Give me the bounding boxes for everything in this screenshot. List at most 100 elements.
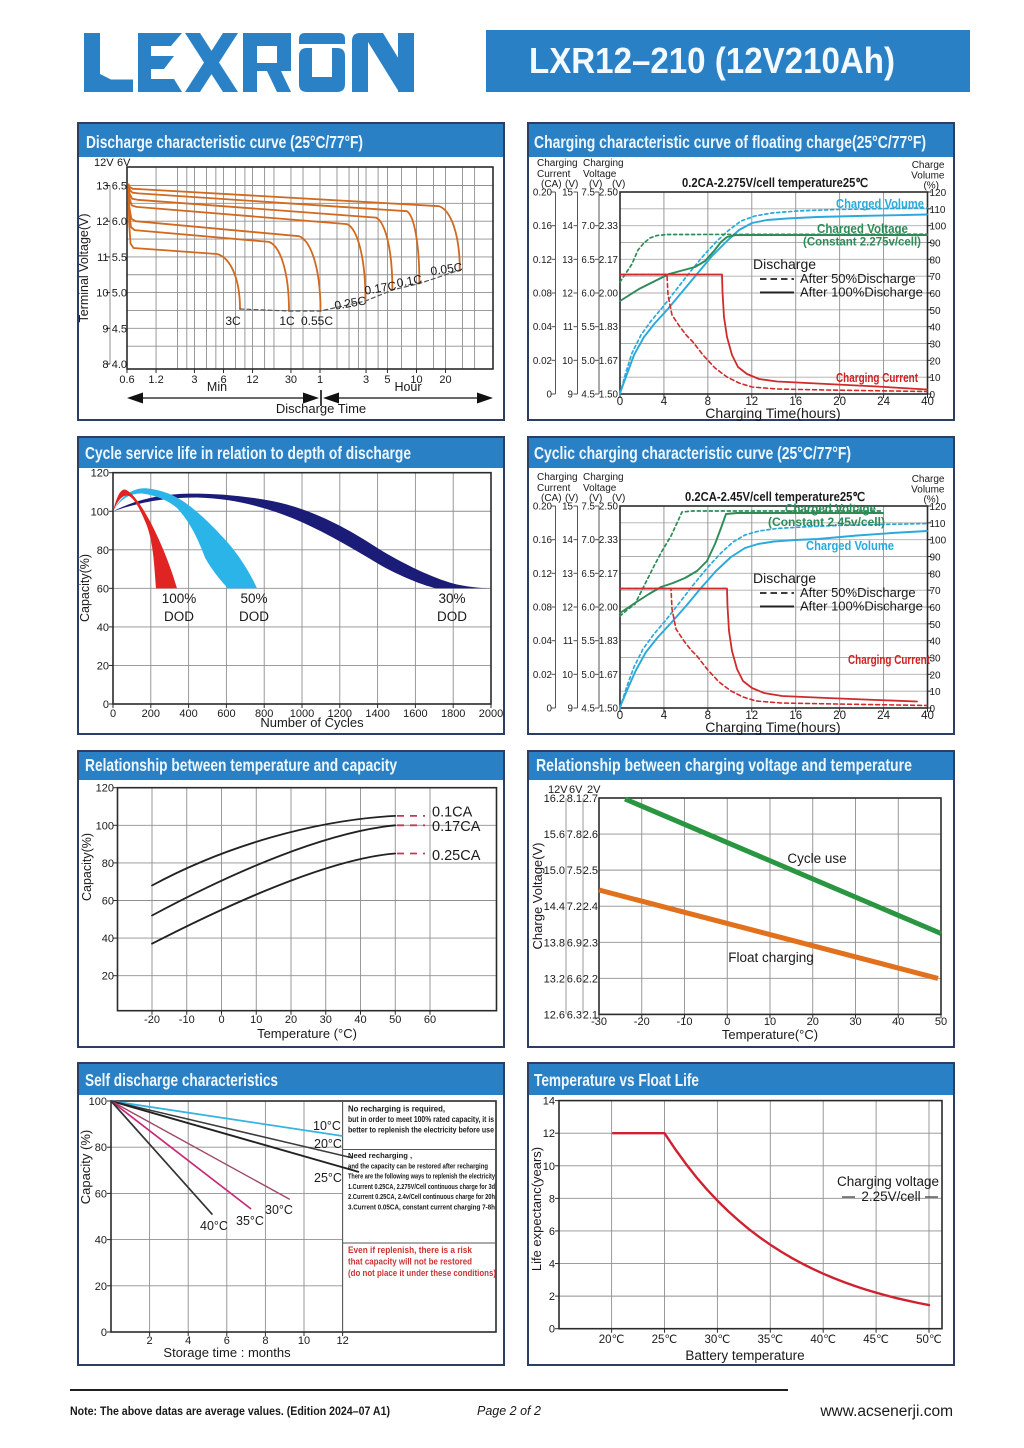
svg-text:better to replenish the electr: better to replenish the electricity befo… [348,1126,495,1135]
svg-text:2: 2 [549,1291,555,1303]
svg-text:Charging: Charging [583,158,624,169]
svg-text:2V: 2V [587,784,601,796]
svg-text:6.5: 6.5 [112,181,127,193]
svg-text:0: 0 [110,708,116,720]
svg-text:70: 70 [930,272,942,283]
svg-text:7.5: 7.5 [581,502,595,513]
svg-text:0.1C: 0.1C [396,272,424,290]
svg-text:10: 10 [562,356,573,367]
svg-text:1.83: 1.83 [599,322,619,333]
svg-text:20: 20 [439,374,451,386]
svg-text:that capacity will not be rest: that capacity will not be restored [348,1257,472,1267]
svg-text:0.08: 0.08 [533,603,553,614]
svg-text:2.6: 2.6 [583,829,598,841]
svg-text:10: 10 [562,670,573,681]
svg-text:Voltage: Voltage [583,483,617,494]
svg-text:1600: 1600 [403,708,427,720]
svg-text:60: 60 [930,289,942,300]
svg-text:0.17CA: 0.17CA [432,819,481,835]
svg-text:40: 40 [921,396,934,408]
svg-text:100: 100 [91,506,109,518]
svg-text:(do not place it under these c: (do not place it under these conditions) [348,1268,496,1278]
svg-text:1400: 1400 [365,708,389,720]
svg-text:50: 50 [930,306,942,317]
svg-text:5.0: 5.0 [581,670,595,681]
svg-text:20: 20 [97,660,109,672]
svg-text:7.0: 7.0 [581,535,595,546]
svg-text:0.2CA-2.45V/cell temperature25: 0.2CA-2.45V/cell temperature25℃ [685,490,865,504]
svg-text:0.08: 0.08 [533,289,553,300]
svg-text:110: 110 [930,519,946,530]
svg-text:www.acsenerji.com: www.acsenerji.com [819,1403,953,1420]
svg-text:Charge: Charge [912,474,945,485]
svg-text:15.6: 15.6 [544,829,565,841]
svg-text:100: 100 [96,820,114,832]
svg-text:1.83: 1.83 [599,636,619,647]
svg-text:0: 0 [930,704,936,715]
svg-text:80: 80 [95,1142,107,1154]
svg-text:4.5: 4.5 [581,704,595,715]
svg-text:13: 13 [562,255,573,266]
svg-text:After 100%Discharge: After 100%Discharge [800,599,923,614]
svg-text:Charging characteristic curve: Charging characteristic curve of floatin… [534,132,926,152]
svg-text:200: 200 [142,708,160,720]
svg-text:6V: 6V [117,157,131,169]
svg-text:After 50%Discharge: After 50%Discharge [800,271,916,286]
svg-text:15: 15 [562,502,573,513]
svg-text:9: 9 [102,323,108,335]
svg-text:0.1CA: 0.1CA [432,805,473,821]
svg-text:Discharge: Discharge [753,256,816,272]
svg-text:0.20: 0.20 [533,502,553,513]
svg-text:Even if replenish, there is a: Even if replenish, there is a risk [348,1245,472,1255]
svg-text:0.25C: 0.25C [333,293,367,312]
svg-text:Charge: Charge [912,160,945,171]
svg-text:60: 60 [930,603,942,614]
svg-text:Page 2 of 2: Page 2 of 2 [477,1404,541,1418]
svg-text:10: 10 [764,1016,776,1028]
svg-text:Charging Current: Charging Current [836,371,919,385]
svg-text:No recharging is required,: No recharging is required, [348,1105,445,1114]
svg-text:45℃: 45℃ [863,1334,889,1346]
svg-text:Terminal Voltage(V): Terminal Voltage(V) [77,213,91,322]
svg-text:12: 12 [745,396,758,408]
svg-text:20: 20 [930,356,942,367]
svg-text:10: 10 [930,687,942,698]
svg-text:0: 0 [547,390,553,401]
svg-text:-20: -20 [634,1016,650,1028]
svg-text:1200: 1200 [328,708,352,720]
svg-text:Min: Min [207,380,227,394]
svg-text:16.2: 16.2 [544,793,565,805]
svg-text:1.67: 1.67 [599,670,618,681]
svg-text:DOD: DOD [437,609,467,624]
svg-text:Volume: Volume [911,485,945,496]
svg-text:Storage time : months: Storage time : months [163,1345,291,1360]
svg-text:3.Current 0.05CA, constant cur: 3.Current 0.05CA, constant current charg… [348,1203,495,1212]
svg-text:50: 50 [930,620,942,631]
svg-text:35°C: 35°C [236,1214,264,1228]
svg-text:Current: Current [537,483,571,494]
svg-text:2.50: 2.50 [599,188,619,199]
svg-text:Capacity(%): Capacity(%) [80,833,94,901]
svg-text:7.5: 7.5 [581,188,595,199]
svg-text:10: 10 [298,1335,310,1347]
svg-text:0.02: 0.02 [533,670,552,681]
svg-text:Self discharge characteristics: Self discharge characteristics [85,1070,278,1090]
svg-text:7.5: 7.5 [567,865,582,877]
svg-text:Voltage: Voltage [583,169,617,180]
svg-text:24: 24 [877,710,890,722]
svg-text:25°C: 25°C [314,1171,342,1185]
svg-text:100: 100 [930,536,947,547]
svg-text:4: 4 [661,396,668,408]
svg-text:5.0: 5.0 [112,288,127,300]
svg-text:(%): (%) [923,495,939,506]
svg-text:30: 30 [930,340,942,351]
svg-text:6.3: 6.3 [567,1009,582,1021]
svg-text:20℃: 20℃ [599,1334,625,1346]
svg-text:0.16: 0.16 [533,535,553,546]
svg-text:Relationship between temperatu: Relationship between temperature and cap… [85,755,397,775]
svg-text:90: 90 [930,239,942,250]
svg-text:0.12: 0.12 [533,569,552,580]
svg-text:LXR12–210 (12V210Ah): LXR12–210 (12V210Ah) [529,40,895,81]
svg-text:12.6: 12.6 [544,1009,565,1021]
svg-text:3C: 3C [225,314,241,328]
